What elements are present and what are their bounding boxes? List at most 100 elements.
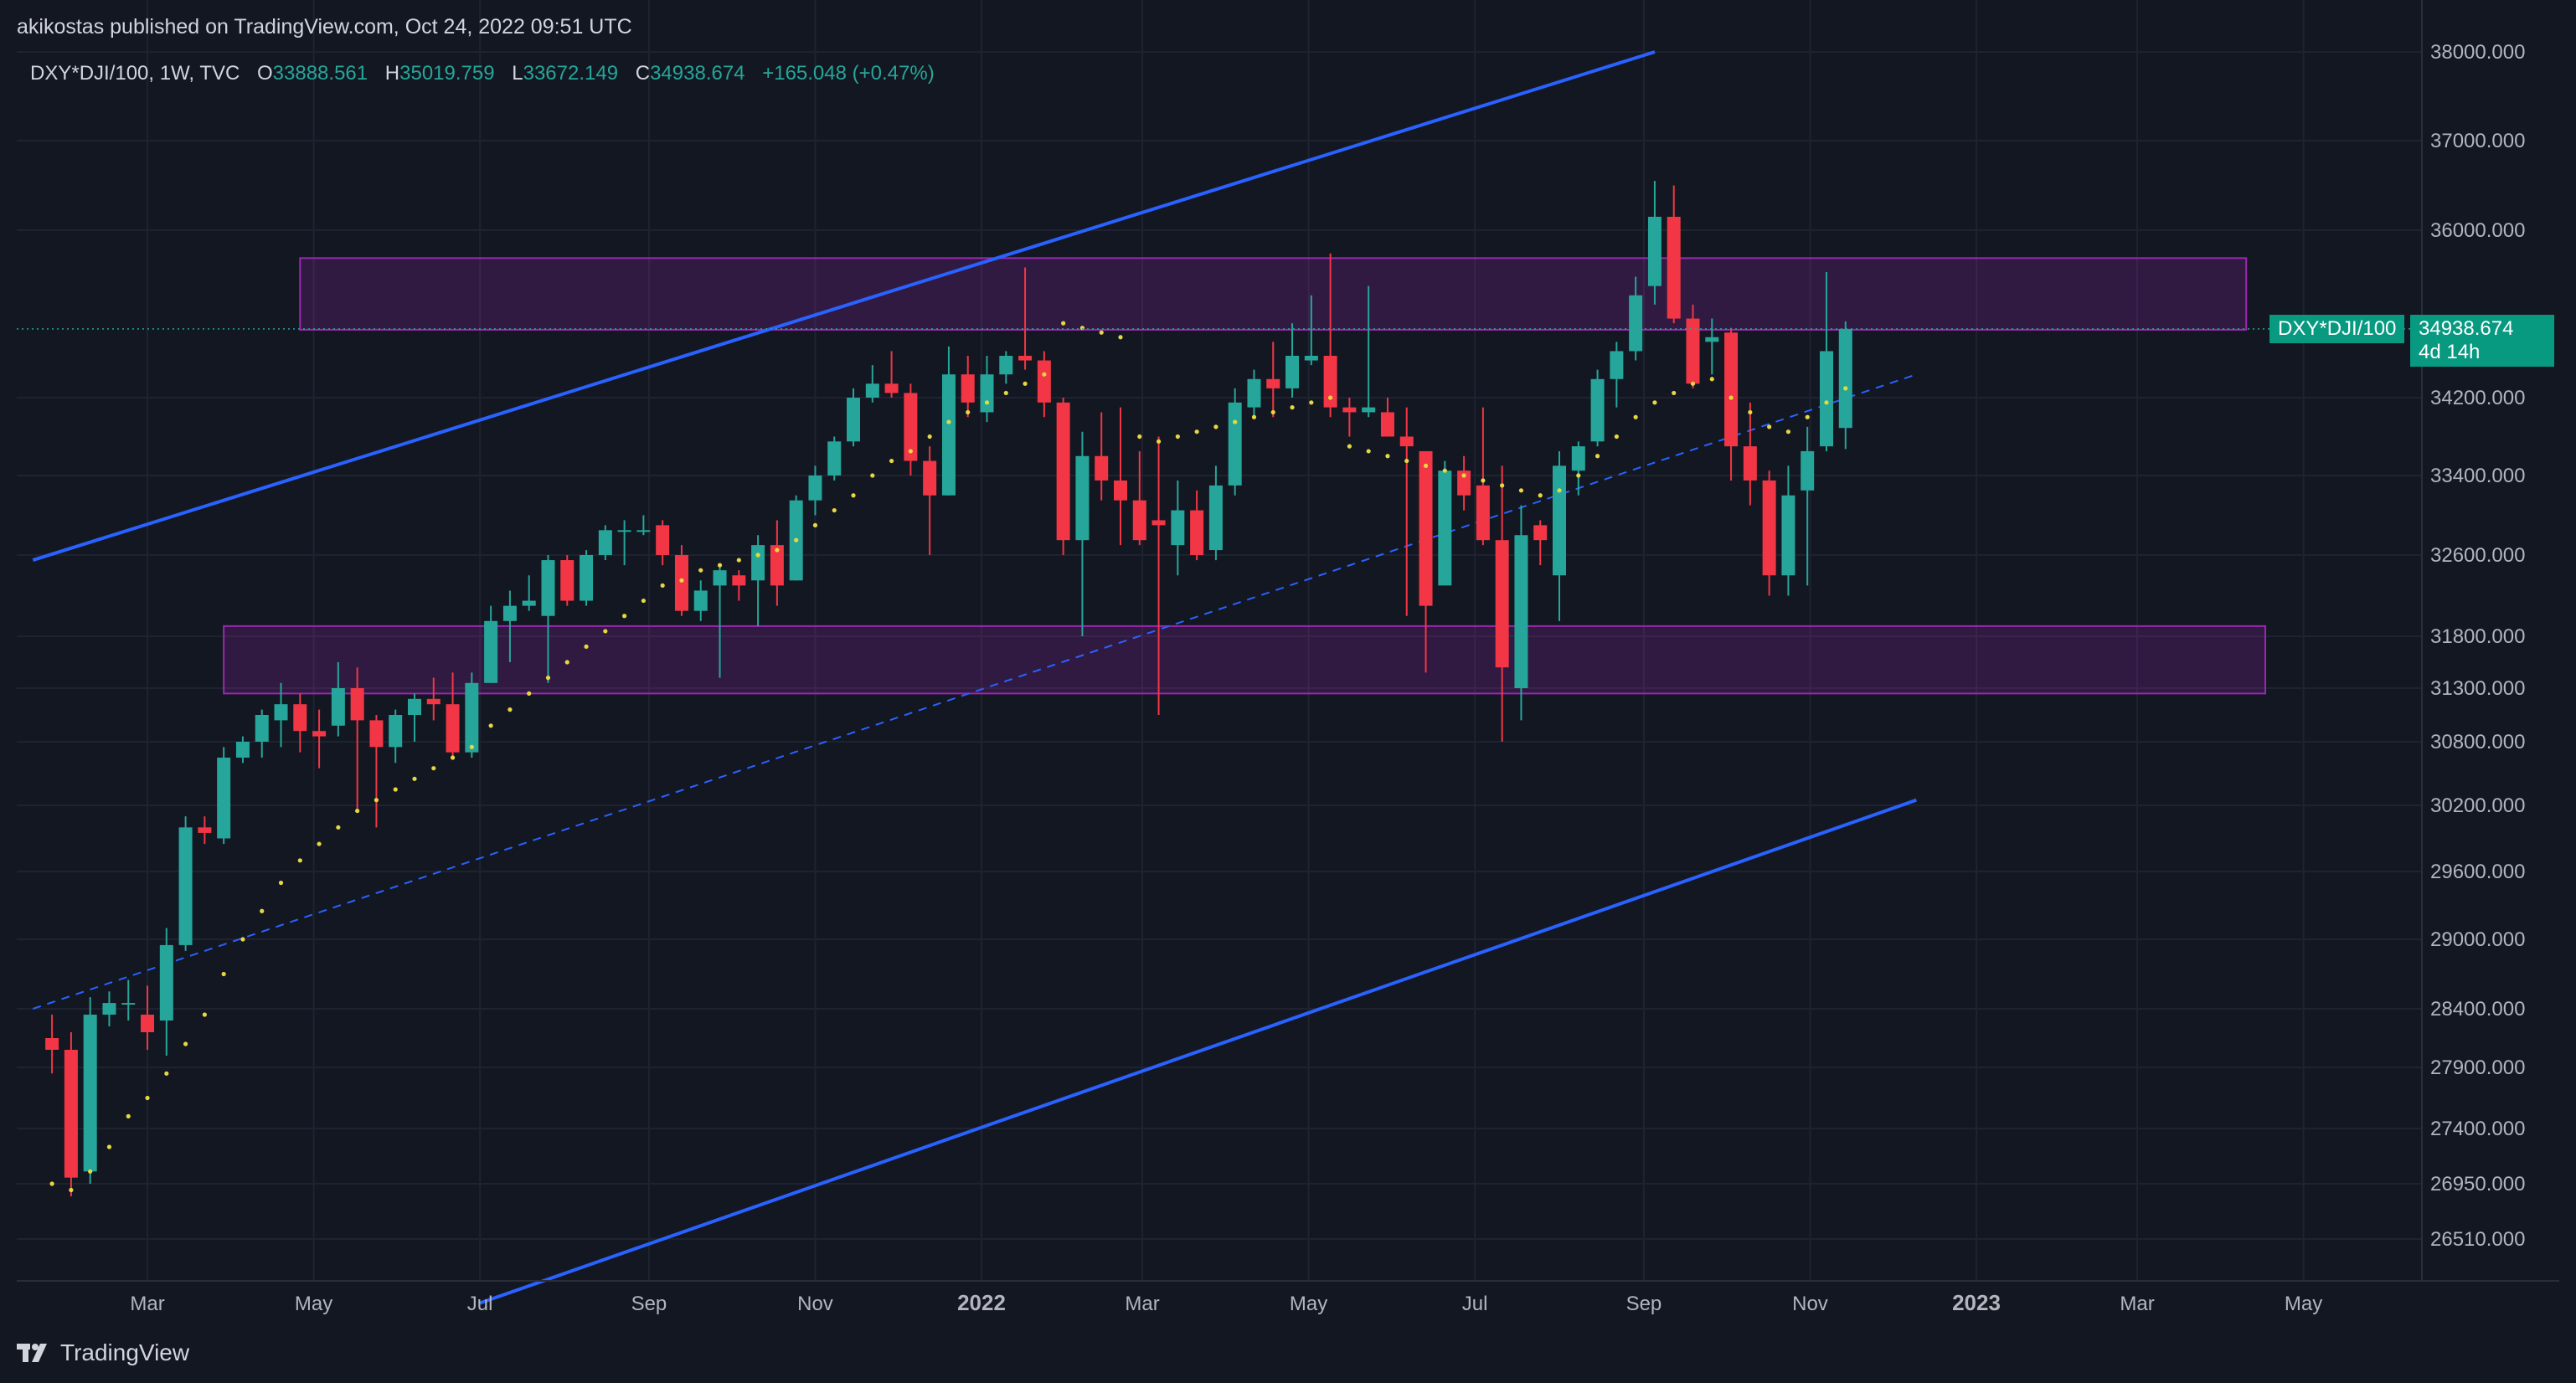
sar-dot (88, 1169, 93, 1174)
candle-body (1399, 436, 1414, 447)
support-zone (223, 625, 2267, 695)
resistance-zone (299, 257, 2248, 331)
candle-body (636, 530, 651, 532)
candle (1553, 450, 1567, 621)
sar-dot (851, 493, 856, 498)
channel-upper (32, 50, 1656, 562)
candle-body (656, 525, 670, 555)
sar-dot (1347, 444, 1352, 449)
candle (904, 383, 918, 476)
candle-body (999, 356, 1013, 375)
price-tick-label: 31800.000 (2430, 625, 2525, 648)
candle (83, 997, 97, 1184)
sar-dot (317, 841, 322, 846)
candle (1686, 304, 1700, 388)
sar-dot (812, 522, 818, 527)
price-axis[interactable]: 38000.000 37000.000 36000.000 34200.000 3340… (2430, 41, 2525, 1251)
sar-dot (1385, 454, 1390, 459)
sar-dot (1023, 381, 1028, 386)
candle (827, 436, 842, 481)
sar-dot (106, 1144, 112, 1149)
candle (560, 555, 574, 606)
candle-body (847, 398, 861, 442)
legend-change: +165.048 (+0.47%) (762, 62, 935, 85)
candle-body (1438, 470, 1452, 586)
sar-dot (1042, 372, 1047, 377)
sar-dot (145, 1095, 150, 1101)
candle (102, 991, 116, 1026)
time-tick-label: Mar (1125, 1293, 1159, 1315)
sar-dot (1309, 400, 1314, 405)
sar-dot (1061, 321, 1066, 326)
candle-body (408, 698, 422, 715)
candle-body (1171, 510, 1185, 546)
parabolic-sar-dots (49, 321, 1848, 1193)
candle (426, 677, 440, 721)
candle-body (1476, 485, 1490, 541)
candle (1018, 267, 1033, 370)
sar-dot (1118, 335, 1123, 340)
sar-dot (832, 507, 837, 513)
sar-dot (49, 1181, 54, 1186)
candle (1705, 318, 1719, 375)
price-tick-label: 31300.000 (2430, 677, 2525, 700)
candle (751, 535, 765, 626)
candle (1113, 407, 1127, 546)
sar-dot (507, 707, 513, 712)
sar-dot (908, 449, 913, 454)
sar-dot (775, 548, 780, 553)
candle-body (1838, 328, 1852, 429)
tradingview-brand: TradingView (60, 1339, 190, 1365)
sar-dot (260, 908, 265, 913)
candle (1342, 398, 1357, 437)
sar-dot (622, 614, 627, 619)
candle-body (617, 530, 631, 532)
candle (465, 672, 479, 758)
candle-body (369, 720, 384, 748)
candle-body (1285, 356, 1300, 388)
candle-body (255, 715, 269, 742)
candle (446, 672, 460, 758)
candle (770, 520, 784, 606)
sar-dot (1099, 330, 1104, 335)
candle-body (502, 605, 517, 621)
time-tick-label: Jul (1462, 1293, 1488, 1315)
sar-dot (1748, 409, 1753, 415)
candle (580, 550, 594, 606)
tradingview-logo[interactable]: TradingView (17, 1339, 189, 1366)
sar-dot (126, 1113, 131, 1118)
sar-dot (1366, 449, 1371, 454)
price-tick-label: 26510.000 (2430, 1228, 2525, 1251)
time-axis[interactable]: Mar May Jul Sep Nov 2022 Mar May Jul Sep Nov 2023 Ma… (130, 1290, 2322, 1315)
candle (713, 565, 727, 678)
candle (847, 388, 861, 447)
sar-dot (336, 825, 341, 830)
time-tick-label: Mar (130, 1293, 164, 1315)
candle (1190, 490, 1204, 561)
sar-dot (1576, 473, 1581, 478)
candle-body (1629, 295, 1643, 352)
candle-body (923, 460, 937, 496)
candle (1380, 398, 1394, 437)
sar-dot (488, 723, 493, 728)
zones (223, 257, 2267, 695)
candle (389, 709, 403, 763)
candle-body (598, 530, 612, 555)
candle (1399, 407, 1414, 616)
sar-dot (1137, 434, 1142, 440)
legend-symbol[interactable]: DXY*DJI/100, 1W, TVC (30, 62, 240, 85)
sar-dot (1785, 429, 1791, 434)
price-tick-label: 37000.000 (2430, 130, 2525, 152)
candle (1801, 426, 1815, 586)
sar-dot (527, 691, 532, 697)
sar-dot (393, 787, 398, 792)
candle (1304, 295, 1318, 366)
sar-dot (1481, 478, 1486, 483)
sar-dot (736, 558, 741, 563)
candle (141, 985, 155, 1050)
candle (255, 709, 269, 758)
candle-body (198, 827, 212, 833)
sar-dot (297, 858, 302, 863)
sar-dot (698, 568, 703, 573)
